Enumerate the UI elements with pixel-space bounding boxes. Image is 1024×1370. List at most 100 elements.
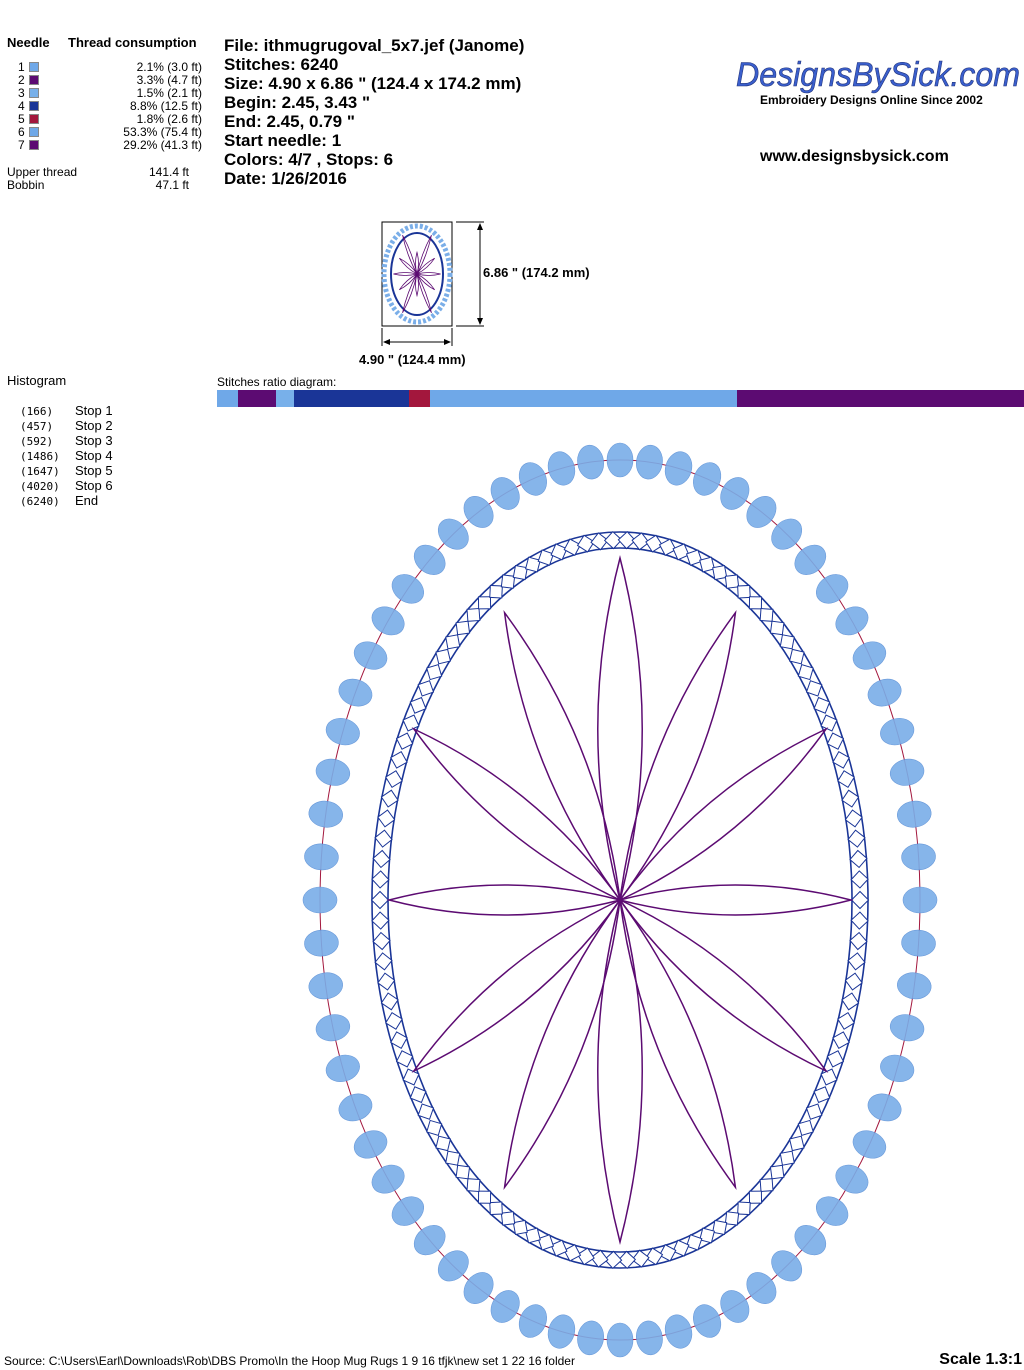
border-diamond xyxy=(563,1244,582,1262)
thumbnail-petal xyxy=(416,273,435,291)
border-diamond xyxy=(712,1219,728,1236)
histogram-row: (592) Stop 3 xyxy=(20,433,113,449)
border-diamond xyxy=(769,620,785,636)
border-diamond xyxy=(658,538,677,556)
thumbnail-petal xyxy=(416,235,432,275)
border-diamond xyxy=(844,809,863,828)
thumbnail-petal xyxy=(402,273,418,313)
scallop-dot xyxy=(720,477,750,510)
border-diamond xyxy=(769,1164,785,1180)
scale-label: Scale 1.3:1 xyxy=(939,1351,1022,1368)
needle-row: 2 3.3% (4.7 ft) xyxy=(7,74,202,87)
border-diamond xyxy=(672,1239,690,1257)
needle-usage: 29.2% (41.3 ft) xyxy=(123,138,202,152)
border-diamond xyxy=(685,1234,703,1251)
border-diamond xyxy=(788,1135,805,1152)
border-diamond xyxy=(603,1250,623,1270)
scallop-dot xyxy=(815,1196,849,1226)
histogram-label: Stop 3 xyxy=(75,433,113,448)
border-diamond xyxy=(477,596,492,610)
histogram-count: (457) xyxy=(20,420,54,433)
brand-logo: DesignsBySick.com xyxy=(734,52,1024,96)
border-diamond xyxy=(658,1244,677,1262)
border-diamond xyxy=(395,1050,414,1068)
scallop-dot xyxy=(720,1290,750,1323)
design-date: Date: 1/26/2016 xyxy=(224,169,347,188)
needle-row: 7 29.2% (41.3 ft) xyxy=(7,139,202,152)
border-diamond xyxy=(395,732,414,750)
scallop-dot xyxy=(606,1322,634,1358)
thumbnail-art xyxy=(381,221,484,346)
border-diamond xyxy=(841,992,860,1011)
thumbnail-petal xyxy=(393,272,418,276)
needle-header: Needle xyxy=(7,35,50,50)
border-diamond xyxy=(737,1201,751,1216)
scallop-dot xyxy=(794,544,827,575)
border-diamond xyxy=(699,1227,716,1244)
border-diamond xyxy=(797,664,814,681)
border-diamond xyxy=(550,1239,568,1257)
scallop-dot xyxy=(889,758,925,786)
ratio-segment xyxy=(409,390,430,407)
needle-number: 6 xyxy=(18,125,25,139)
histogram-label: End xyxy=(75,493,99,508)
scallop-dot xyxy=(636,1320,663,1356)
border-diamond xyxy=(813,696,831,714)
border-diamond xyxy=(455,1164,471,1180)
flower-petal xyxy=(503,609,622,903)
source-path: Source: C:\Users\Earl\Downloads\Rob\DBS … xyxy=(4,1354,575,1368)
ratio-segment xyxy=(293,390,410,407)
scallop-dot xyxy=(371,606,405,636)
border-diamond xyxy=(849,931,868,951)
flower-petal xyxy=(411,898,623,1073)
border-diamond xyxy=(371,870,390,889)
border-diamond xyxy=(370,890,390,910)
border-diamond xyxy=(617,1250,637,1270)
border-diamond xyxy=(380,992,399,1011)
scallop-dot xyxy=(771,1250,803,1282)
scallop-dot xyxy=(606,442,634,478)
border-diamond xyxy=(550,543,568,561)
border-diamond xyxy=(748,596,763,610)
brand-logo-text: DesignsBySick.com xyxy=(736,56,1020,94)
ratio-segment xyxy=(238,390,277,407)
scallop-dot xyxy=(746,496,777,528)
scallop-dot xyxy=(463,1272,494,1304)
scallop-dot xyxy=(867,678,902,707)
histogram-label: Stop 5 xyxy=(75,463,113,478)
border-diamond xyxy=(590,1249,609,1268)
needle-number: 3 xyxy=(18,86,25,100)
scallop-dot xyxy=(302,886,338,914)
border-diamond xyxy=(374,829,393,848)
scallop-dot xyxy=(852,641,887,670)
thumbnail-dot-ring xyxy=(381,223,453,325)
border-diamond xyxy=(617,530,637,550)
histogram-label: Stop 2 xyxy=(75,418,113,433)
border-diamond xyxy=(477,1190,492,1204)
border-diamond xyxy=(841,789,860,808)
border-diamond xyxy=(759,607,774,622)
border-diamond xyxy=(435,1135,452,1152)
scallop-dot xyxy=(308,800,344,828)
width-dimension-label: 4.90 " (124.4 mm) xyxy=(359,352,466,367)
needle-usage: 3.3% (4.7 ft) xyxy=(136,73,202,87)
needle-usage: 8.8% (12.5 ft) xyxy=(129,99,202,113)
border-diamond xyxy=(417,680,435,697)
border-diamond xyxy=(409,1086,427,1104)
file-name: File: ithmugrugoval_5x7.jef (Janome) xyxy=(224,36,525,55)
histogram-count: (1647) xyxy=(20,465,60,478)
needle-number: 7 xyxy=(18,138,25,152)
histogram-row: (4020) Stop 6 xyxy=(20,478,113,494)
scallop-dot xyxy=(880,1054,915,1083)
histogram-count: (6240) xyxy=(20,495,60,508)
border-diamond xyxy=(645,534,664,553)
needle-usage: 53.3% (75.4 ft) xyxy=(123,125,202,139)
ratio-segment xyxy=(430,390,737,407)
border-diamond xyxy=(724,574,740,589)
scallop-dot xyxy=(304,843,339,871)
scallop-dot xyxy=(901,929,936,957)
needle-row: 1 2.1% (3.0 ft) xyxy=(7,61,202,74)
border-diamond xyxy=(759,1178,774,1193)
border-diamond xyxy=(417,1103,435,1120)
border-diamond xyxy=(455,620,471,636)
